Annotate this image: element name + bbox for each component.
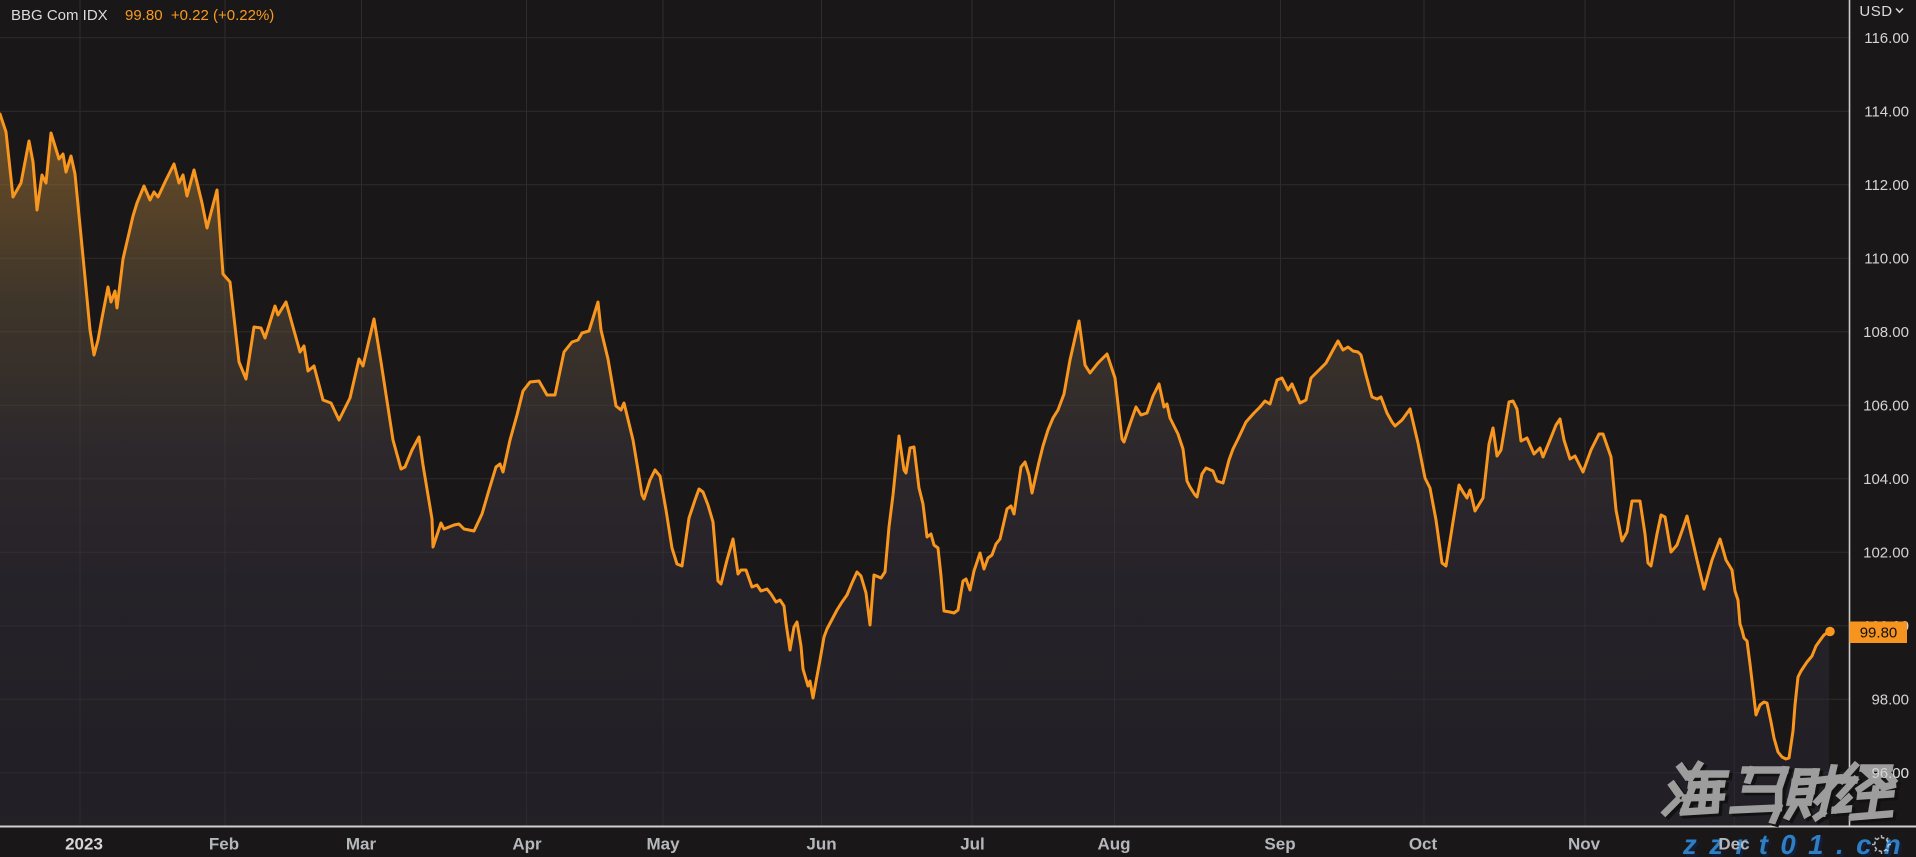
svg-text:99.80: 99.80 [1860, 625, 1898, 642]
svg-text:USD: USD [1859, 3, 1892, 20]
svg-text:2023: 2023 [65, 835, 103, 854]
svg-text:May: May [646, 835, 680, 854]
svg-text:104.00: 104.00 [1863, 471, 1909, 488]
svg-text:Aug: Aug [1097, 835, 1130, 854]
svg-text:98.00: 98.00 [1871, 692, 1909, 709]
svg-text:110.00: 110.00 [1864, 251, 1909, 268]
svg-text:Sep: Sep [1264, 835, 1295, 854]
svg-text:106.00: 106.00 [1863, 398, 1909, 415]
svg-text:zzrt01.cn: zzrt01.cn [1682, 829, 1913, 857]
svg-text:Apr: Apr [512, 835, 542, 854]
svg-text:Dec: Dec [1718, 835, 1749, 854]
svg-text:BBG Com IDX: BBG Com IDX [11, 7, 108, 24]
svg-text:99.80 +0.22 (+0.22%): 99.80 +0.22 (+0.22%) [125, 7, 274, 24]
svg-text:102.00: 102.00 [1863, 545, 1909, 562]
svg-text:116.00: 116.00 [1864, 30, 1909, 47]
svg-text:Mar: Mar [346, 835, 377, 854]
svg-text:112.00: 112.00 [1864, 177, 1909, 194]
svg-text:Jul: Jul [960, 835, 985, 854]
svg-text:zzrt01.cn: zzrt01.cn [1685, 832, 1916, 857]
svg-text:96.00: 96.00 [1871, 765, 1909, 782]
svg-text:Oct: Oct [1409, 835, 1438, 854]
svg-text:Nov: Nov [1568, 835, 1601, 854]
svg-text:Feb: Feb [209, 835, 239, 854]
svg-text:114.00: 114.00 [1864, 104, 1909, 121]
svg-text:Jun: Jun [806, 835, 836, 854]
svg-text:108.00: 108.00 [1863, 324, 1909, 341]
